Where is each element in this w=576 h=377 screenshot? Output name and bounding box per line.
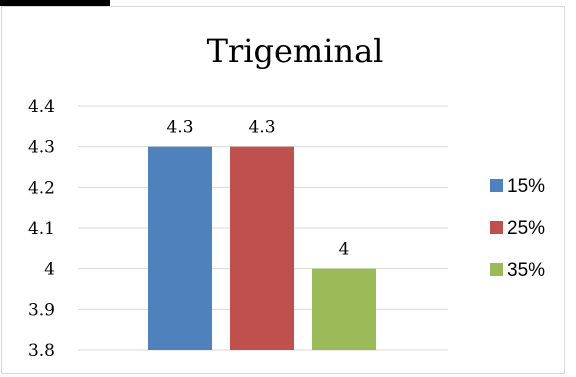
legend-swatch [490,221,503,234]
y-tick-label: 4 [44,260,55,280]
data-label: 4.3 [248,118,275,138]
data-label: 4.3 [166,118,193,138]
y-tick-label: 4.2 [28,178,55,198]
cropped-heading-fragment [0,0,110,6]
y-tick-label: 3.8 [28,341,55,361]
data-labels: 4.3 4.3 4 [166,118,349,260]
y-tick-label: 3.9 [28,300,55,320]
chart-title: Trigeminal [207,32,384,70]
y-tick-label: 4.4 [28,97,55,117]
bar [230,146,294,350]
legend-label: 25% [507,218,545,239]
bar [312,268,376,350]
y-tick-label: 4.3 [28,138,55,158]
y-tick-label: 4.1 [28,219,55,239]
legend-label: 15% [507,176,545,197]
legend: 15% 25% 35% [490,176,545,281]
legend-swatch [490,179,503,192]
data-label: 4 [339,240,350,260]
y-axis-labels: 3.8 3.9 4 4.1 4.2 4.3 4.4 [28,97,55,361]
legend-swatch [490,263,503,276]
bars [148,146,376,350]
legend-label: 35% [507,260,545,281]
bar [148,146,212,350]
